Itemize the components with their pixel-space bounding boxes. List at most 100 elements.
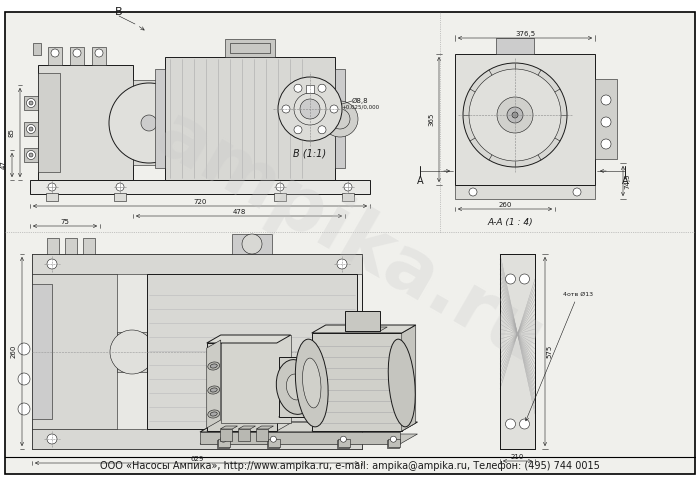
Bar [274, 193, 286, 201]
Circle shape [497, 97, 533, 133]
Polygon shape [206, 343, 276, 431]
Text: 575: 575 [546, 345, 552, 358]
Circle shape [95, 49, 103, 57]
Circle shape [18, 343, 30, 355]
Bar [232, 234, 272, 254]
Bar [230, 43, 270, 53]
Polygon shape [402, 325, 416, 431]
Bar [30, 180, 370, 194]
Circle shape [391, 436, 396, 442]
Circle shape [278, 77, 342, 141]
Polygon shape [312, 423, 416, 431]
Circle shape [27, 151, 36, 159]
Bar [500, 254, 535, 449]
Polygon shape [220, 335, 290, 423]
Bar [165, 57, 335, 180]
Circle shape [469, 188, 477, 196]
Text: B (1:1): B (1:1) [293, 149, 327, 159]
Polygon shape [200, 422, 417, 432]
Polygon shape [312, 333, 402, 431]
Circle shape [47, 434, 57, 444]
Circle shape [27, 124, 36, 134]
Circle shape [519, 419, 529, 429]
Polygon shape [279, 357, 314, 417]
Bar [70, 47, 84, 65]
Text: B: B [116, 7, 122, 17]
Polygon shape [238, 426, 256, 429]
Bar [24, 96, 38, 110]
Bar [48, 47, 62, 65]
Bar [47, 238, 59, 254]
Circle shape [18, 403, 30, 415]
Circle shape [512, 112, 518, 118]
Bar [147, 274, 357, 429]
Text: ООО «Насосы Ампика», http://www.ampika.ru, e-mail: ampika@ampika.ru, Телефон: (4: ООО «Насосы Ампика», http://www.ampika.r… [100, 461, 600, 471]
Circle shape [18, 373, 30, 385]
Polygon shape [386, 439, 399, 448]
Circle shape [519, 274, 529, 284]
Circle shape [141, 115, 157, 131]
Bar [92, 47, 106, 65]
Circle shape [117, 337, 147, 367]
Circle shape [340, 436, 346, 442]
Text: 74,5: 74,5 [624, 173, 630, 189]
Text: 629: 629 [190, 456, 204, 462]
Bar [225, 39, 275, 57]
Ellipse shape [210, 364, 217, 368]
Circle shape [220, 436, 226, 442]
Ellipse shape [302, 358, 321, 408]
Bar [32, 284, 52, 419]
Circle shape [507, 107, 523, 123]
Text: 376,5: 376,5 [515, 31, 535, 37]
Circle shape [73, 49, 81, 57]
Polygon shape [220, 426, 237, 429]
Circle shape [242, 234, 262, 254]
Circle shape [601, 139, 611, 149]
Circle shape [601, 117, 611, 127]
Circle shape [505, 274, 515, 284]
Text: 4отв Ø13: 4отв Ø13 [526, 291, 593, 421]
Circle shape [318, 126, 326, 134]
Ellipse shape [276, 360, 315, 414]
Circle shape [337, 434, 347, 444]
Polygon shape [267, 439, 279, 448]
Text: 75: 75 [61, 219, 69, 225]
Text: 365: 365 [428, 113, 434, 126]
Ellipse shape [295, 339, 328, 427]
Ellipse shape [389, 339, 415, 427]
Circle shape [51, 49, 59, 57]
Polygon shape [206, 423, 290, 431]
Polygon shape [206, 335, 290, 343]
Polygon shape [345, 311, 380, 331]
Bar [83, 238, 95, 254]
Text: A-A (1 : 4): A-A (1 : 4) [487, 218, 533, 226]
Text: 85: 85 [9, 128, 15, 137]
Ellipse shape [208, 362, 220, 370]
Polygon shape [200, 434, 417, 444]
Circle shape [294, 84, 302, 92]
Circle shape [469, 69, 561, 161]
Bar [455, 54, 595, 185]
Ellipse shape [286, 374, 304, 400]
Text: 260: 260 [11, 345, 17, 358]
Circle shape [47, 259, 57, 269]
Polygon shape [238, 429, 251, 441]
Bar [117, 332, 147, 372]
Ellipse shape [210, 412, 217, 416]
Bar [133, 80, 165, 165]
Text: A: A [622, 176, 629, 186]
Bar [24, 148, 38, 162]
Polygon shape [388, 439, 400, 447]
Circle shape [300, 99, 320, 119]
Bar [500, 254, 535, 449]
Text: 478: 478 [232, 209, 246, 215]
Circle shape [318, 84, 326, 92]
Polygon shape [206, 340, 220, 428]
Circle shape [337, 259, 347, 269]
Circle shape [109, 83, 189, 163]
Circle shape [282, 105, 290, 113]
Bar [24, 122, 38, 136]
Circle shape [276, 183, 284, 191]
Polygon shape [345, 327, 387, 331]
Bar [32, 429, 362, 449]
